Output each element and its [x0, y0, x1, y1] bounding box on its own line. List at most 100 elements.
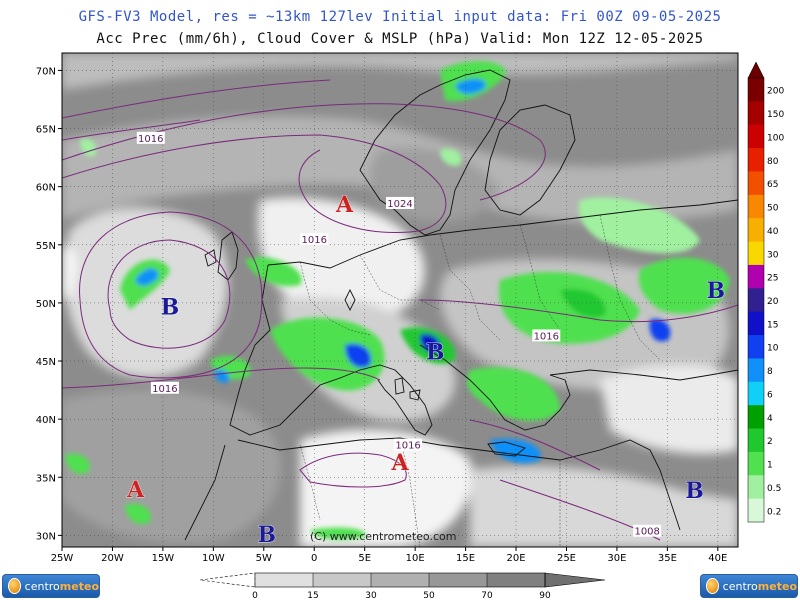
colorbar-swatch: [748, 78, 764, 102]
high-pressure-center: A: [390, 450, 409, 476]
colorbar-label: 1: [767, 461, 773, 471]
colorbar-label: 8: [767, 367, 773, 377]
map-title-line1: GFS-FV3 Model, res = ~13km 127lev Initia…: [78, 9, 722, 25]
graticule: [62, 53, 738, 547]
colorbar-label: 6: [767, 390, 773, 400]
longitude-axis: 25W 20W 15W 10W 5W 0 5E 10E 15E 20E 25E 30E 35E 40E: [51, 547, 727, 564]
low-pressure-center: B: [161, 294, 180, 320]
precip-colorbar: 200 150 100 80 65 50 40 30 25 20 15 10 8 6 4 2 1 0.5 0.2: [747, 61, 784, 523]
pressure-centers: A A A B B B B B: [126, 192, 726, 548]
lon-label: 30E: [607, 553, 626, 564]
lon-label: 20E: [507, 553, 526, 564]
colorbar-label: 10: [767, 344, 779, 354]
cloudbar-swatch: [487, 573, 546, 587]
lon-label: 10W: [202, 553, 225, 564]
cloudbar-swatch: [313, 573, 372, 587]
lat-label: 30N: [36, 531, 56, 542]
colorbar-swatch: [748, 288, 764, 313]
lon-label: 15W: [152, 553, 175, 564]
logo-right[interactable]: centrometeo: [700, 574, 798, 598]
colorbar-swatch: [748, 148, 764, 172]
colorbar-swatch: [748, 498, 764, 523]
lon-label: 5E: [358, 553, 371, 564]
lon-label: 35E: [658, 553, 677, 564]
colorbar-swatch: [748, 358, 764, 383]
colorbar-swatch: [748, 101, 764, 126]
lat-label: 50N: [36, 299, 56, 310]
colorbar-label: 50: [767, 204, 779, 214]
colorbar-swatch: [748, 428, 764, 453]
lat-label: 60N: [36, 183, 56, 194]
colorbar-label: 150: [767, 110, 784, 120]
lon-label: 40E: [708, 553, 727, 564]
map-frame: [61, 52, 739, 548]
low-pressure-center: B: [685, 478, 704, 504]
cloudbar-label: 30: [365, 591, 377, 600]
isobar-label-bg: [386, 196, 414, 209]
colorbar-swatch: [748, 171, 764, 196]
colorbar-swatch: [748, 194, 764, 219]
isobars: [62, 79, 738, 541]
lon-label: 20W: [101, 553, 124, 564]
cloudbar-left-arrow: [199, 572, 256, 588]
colorbar-swatch: [748, 405, 764, 430]
lat-label: 45N: [36, 357, 56, 368]
cloudbar-right-arrow: [544, 572, 606, 588]
lon-label: 0: [311, 553, 317, 564]
map-title-line2: Acc Prec (mm/6h), Cloud Cover & MSLP (hP…: [96, 31, 704, 47]
logo-right-text: centrometeo: [722, 579, 797, 593]
cloudbar-label: 0: [252, 591, 258, 600]
low-pressure-center: B: [258, 522, 277, 548]
cloudbar-swatch: [371, 573, 430, 587]
colorbar-label: 2: [767, 437, 773, 447]
colorbar-swatch: [748, 381, 764, 406]
colorbar-swatch: [748, 335, 764, 359]
cloud-cover-colorbar: 0 15 30 50 70 90: [199, 572, 606, 600]
isobar-label-bg: [633, 524, 662, 537]
copyright-text: (C) www.centrometeo.com: [310, 530, 456, 543]
lon-label: 5W: [256, 553, 272, 564]
isobar-labels: 1016 1024 1016 1016 1016 1016 1008: [136, 131, 662, 538]
isobar-label-bg: [136, 131, 165, 144]
lon-label: 25W: [51, 553, 74, 564]
colorbar-swatch: [748, 124, 764, 149]
isobar-label: 1016: [302, 235, 327, 246]
lat-label: 55N: [36, 241, 56, 252]
lon-label: 10E: [406, 553, 425, 564]
colorbar-label: 0.5: [767, 484, 781, 494]
country-borders: [299, 214, 661, 547]
lat-label: 70N: [36, 66, 56, 77]
colorbar-swatch: [748, 475, 764, 500]
colorbar-swatch: [748, 241, 764, 266]
colorbar-label: 20: [767, 297, 779, 307]
colorbar-label: 100: [767, 133, 784, 143]
low-pressure-center: B: [706, 278, 725, 304]
lat-label: 65N: [36, 125, 56, 136]
colorbar-label: 30: [767, 250, 779, 260]
colorbar-label: 80: [767, 157, 779, 167]
logo-left[interactable]: centrometeo: [2, 574, 100, 598]
map-canvas: 1016 1024 1016 1016 1016 1016 1008 A A A B B B B B (C…: [62, 53, 738, 548]
colorbar-swatch: [748, 311, 764, 336]
colorbar-outline: [747, 77, 765, 523]
isobar-label-bg: [150, 381, 179, 394]
globe-icon: [706, 578, 719, 594]
isobar-label: 1024: [387, 199, 412, 210]
colorbar-label: 4: [767, 414, 773, 424]
colorbar-label: 25: [767, 274, 778, 284]
logo-left-text: centrometeo: [24, 579, 99, 593]
lon-label: 15E: [456, 553, 475, 564]
colorbar-label: 15: [767, 320, 778, 330]
colorbar-top-arrow: [747, 61, 765, 79]
isobar-label: 1016: [138, 134, 163, 145]
low-pressure-center: B: [426, 340, 445, 366]
colorbar-swatch: [748, 264, 764, 289]
isobar-label: 1016: [152, 384, 177, 395]
cloudbar-swatch: [429, 573, 488, 587]
isobar-label: 1008: [634, 527, 659, 538]
lat-label: 35N: [36, 473, 56, 484]
cloudbar-label: 70: [481, 591, 493, 600]
isobar-label: 1016: [534, 331, 559, 342]
isobar-label-bg: [532, 329, 561, 342]
